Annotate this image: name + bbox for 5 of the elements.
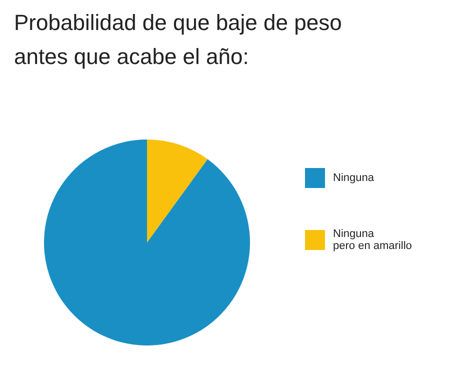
pie-slice	[147, 140, 208, 242]
chart-title: Probabilidad de que baje de peso antes que acabe el año:	[14, 9, 343, 71]
pie-slice	[44, 140, 250, 346]
legend-label: Ninguna pero en amarillo	[333, 228, 412, 252]
legend-label: Ninguna	[333, 172, 374, 184]
